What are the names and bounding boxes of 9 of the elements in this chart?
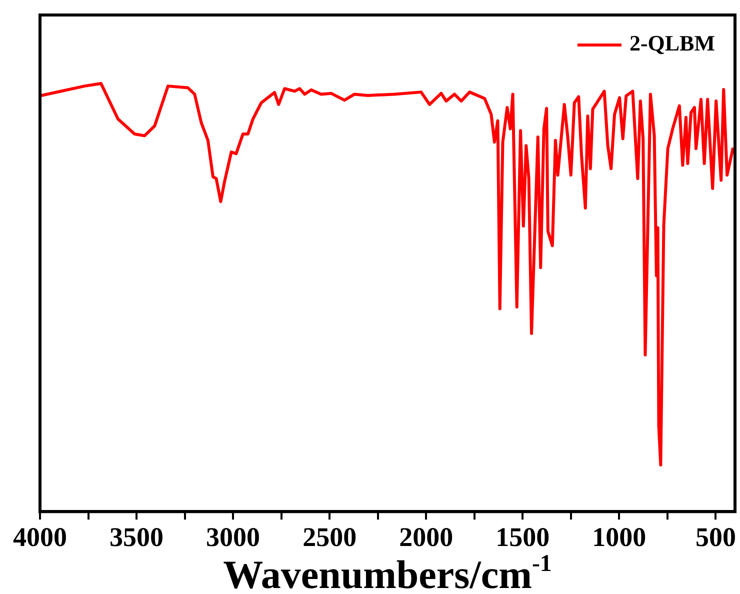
x-tick-label: 500 — [695, 522, 736, 552]
x-tick-label: 2000 — [399, 522, 454, 552]
legend-label: 2-QLBM — [629, 30, 716, 56]
x-tick-label: 3000 — [206, 522, 260, 552]
x-tick-label: 4000 — [13, 522, 67, 552]
x-tick-label: 3500 — [110, 522, 164, 552]
x-tick-label: 1000 — [592, 522, 646, 552]
x-tick-label: 2500 — [302, 522, 357, 552]
x-tick-label: 1500 — [496, 522, 550, 552]
